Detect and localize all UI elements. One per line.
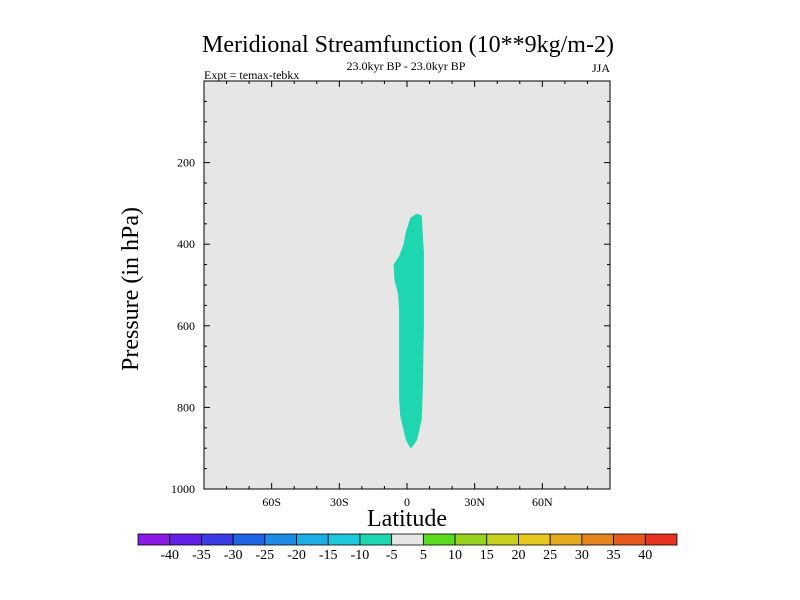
x-tick-label: 60N: [532, 495, 553, 509]
colorbar-swatch: [581, 533, 614, 546]
x-tick-label: 0: [404, 495, 410, 509]
colorbar-swatch: [422, 533, 456, 546]
colorbar-swatch: [327, 533, 361, 546]
colorbar-label: 40: [638, 548, 652, 563]
colorbar-label: -40: [160, 548, 179, 563]
x-tick-label: 60S: [262, 495, 281, 509]
chart-title: Meridional Streamfunction (10**9kg/m-2): [202, 32, 614, 58]
chart-subtitle: 23.0kyr BP - 23.0kyr BP: [347, 59, 466, 73]
colorbar-swatch: [169, 533, 202, 546]
colorbar-label: -10: [351, 548, 370, 563]
experiment-label: Expt = temax-tebkx: [204, 68, 299, 82]
colorbar-label: 35: [607, 548, 621, 563]
y-tick-label: 200: [177, 156, 195, 170]
x-axis-label: Latitude: [367, 506, 447, 532]
season-label: JJA: [592, 61, 610, 75]
y-axis-label: Pressure (in hPa): [118, 207, 144, 371]
colorbar-label: 15: [480, 548, 494, 563]
colorbar-swatch: [549, 533, 583, 546]
colorbar-label: -5: [386, 548, 398, 563]
colorbar-swatch: [486, 533, 519, 546]
colorbar-label: -25: [255, 548, 274, 563]
colorbar-swatch: [454, 533, 488, 546]
colorbar-swatch: [613, 533, 646, 546]
colorbar-label: -30: [224, 548, 243, 563]
y-tick-label: 600: [177, 319, 195, 333]
y-tick-label: 400: [177, 237, 195, 251]
x-tick-label: 30S: [330, 495, 349, 509]
colorbar-swatch: [391, 533, 424, 546]
colorbar-labels: -40 -35 -30 -25 -20 -15 -10 -5 5 10 15 20 25 30 35 40: [160, 548, 652, 563]
axis-ticks: [203, 80, 611, 490]
colorbar-label: 20: [511, 548, 525, 563]
colorbar-swatch: [137, 533, 171, 546]
colorbar-swatch: [296, 533, 329, 546]
y-tick-labels: 200 400 600 800 1000: [171, 156, 195, 496]
colorbar-swatch: [232, 533, 266, 546]
colorbar-swatch: [518, 533, 551, 546]
colorbar-label: -35: [192, 548, 211, 563]
contour-region: [393, 213, 424, 449]
colorbar-swatch: [359, 533, 393, 546]
colorbar-label: 5: [420, 548, 427, 563]
colorbar-label: 10: [448, 548, 462, 563]
colorbar-swatch: [264, 533, 297, 546]
colorbar-swatch: [644, 533, 678, 546]
colorbar-label: 25: [543, 548, 557, 563]
colorbar-label: -20: [287, 548, 306, 563]
y-tick-label: 800: [177, 400, 195, 414]
colorbar-label: -15: [319, 548, 338, 563]
colorbar-swatch: [201, 533, 234, 546]
colorbar: [137, 533, 678, 546]
y-tick-label: 1000: [171, 482, 195, 496]
x-tick-label: 30N: [464, 495, 485, 509]
x-tick-labels: 60S 30S 0 30N 60N: [262, 495, 553, 509]
colorbar-label: 30: [575, 548, 589, 563]
